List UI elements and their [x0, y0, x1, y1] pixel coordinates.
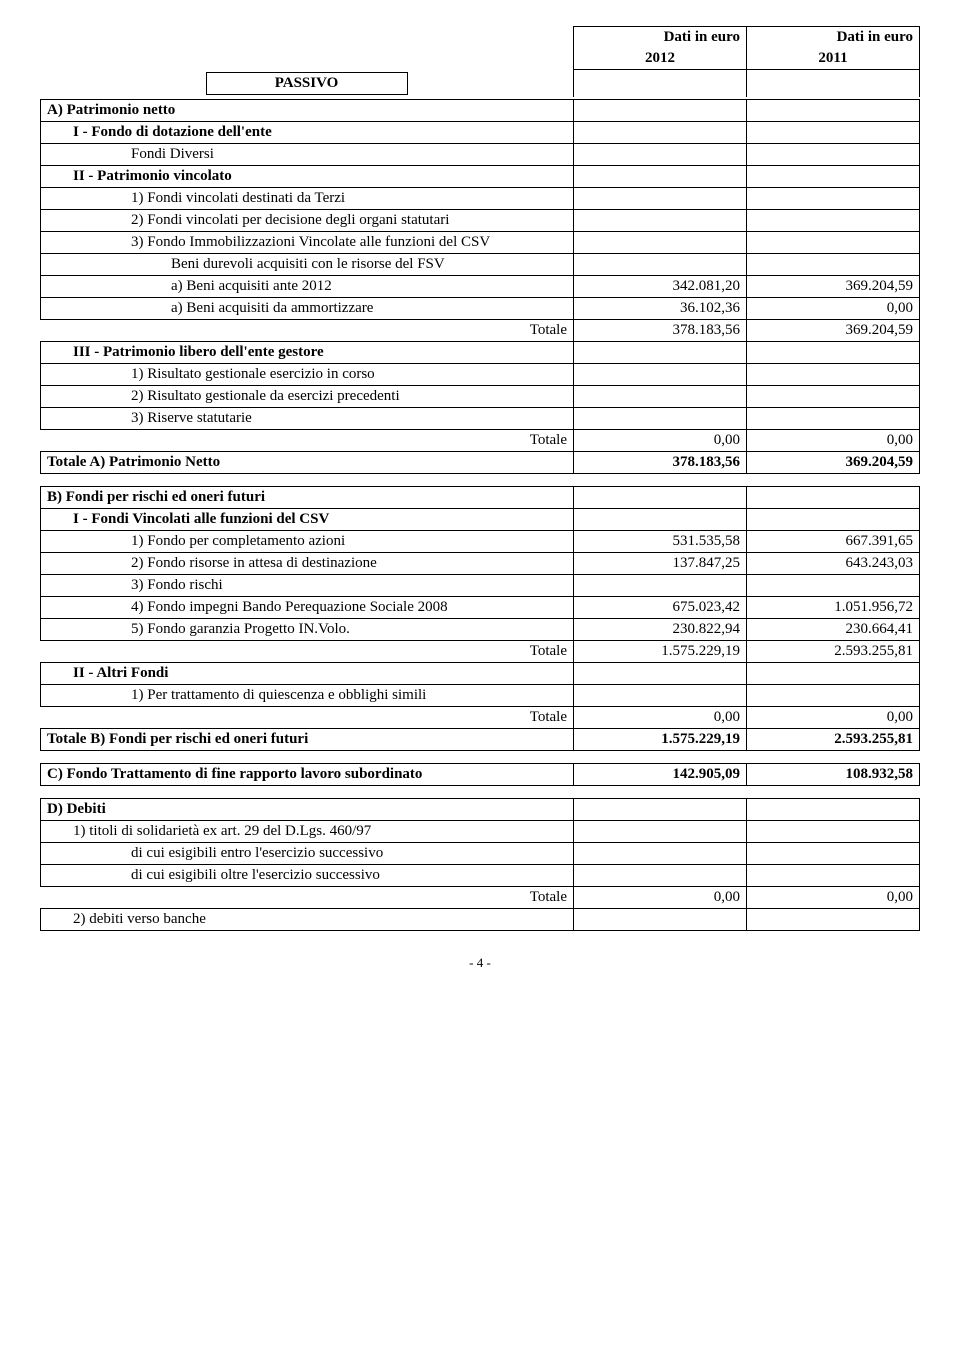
d-2: 2) debiti verso banche	[41, 908, 574, 930]
passivo-label: PASSIVO	[40, 70, 574, 97]
a-ii-1: 1) Fondi vincolati destinati da Terzi	[41, 187, 574, 209]
d-title: D) Debiti	[41, 798, 574, 820]
b-i-4-2011: 1.051.956,72	[747, 596, 920, 618]
a-ii-totale-2012: 378.183,56	[574, 319, 747, 341]
b-i-2-2012: 137.847,25	[574, 552, 747, 574]
a-ii-amm-2012: 36.102,36	[574, 297, 747, 319]
b-i-totale-label: Totale	[41, 640, 574, 662]
c-2012: 142.905,09	[574, 763, 747, 785]
b-ii-totale-label: Totale	[41, 706, 574, 728]
b-i-5-label: 5) Fondo garanzia Progetto IN.Volo.	[41, 618, 574, 640]
b-i-3-label: 3) Fondo rischi	[41, 574, 574, 596]
a-total-label: Totale A) Patrimonio Netto	[41, 451, 574, 473]
a-ii: II - Patrimonio vincolato	[41, 165, 574, 187]
col-header-2011-top: Dati in euro	[747, 27, 920, 49]
b-total-2011: 2.593.255,81	[747, 728, 920, 750]
b-ii-totale-2011: 0,00	[747, 706, 920, 728]
b-i-5-2012: 230.822,94	[574, 618, 747, 640]
section-b: B) Fondi per rischi ed oneri futuri I - …	[40, 486, 920, 751]
col-header-2011-year: 2011	[747, 48, 920, 70]
a-ii-totale-2011: 369.204,59	[747, 319, 920, 341]
b-i-1-2011: 667.391,65	[747, 530, 920, 552]
a-ii-2: 2) Fondi vincolati per decisione degli o…	[41, 209, 574, 231]
a-ii-amm-label: a) Beni acquisiti da ammortizzare	[41, 297, 574, 319]
b-ii: II - Altri Fondi	[41, 662, 574, 684]
a-fondi-diversi: Fondi Diversi	[41, 143, 574, 165]
d-1-totale-label: Totale	[41, 886, 574, 908]
a-iii-totale-2012: 0,00	[574, 429, 747, 451]
b-total-label: Totale B) Fondi per rischi ed oneri futu…	[41, 728, 574, 750]
b-ii-1: 1) Per trattamento di quiescenza e obbli…	[41, 684, 574, 706]
section-a: A) Patrimonio netto I - Fondo di dotazio…	[40, 99, 920, 474]
b-i: I - Fondi Vincolati alle funzioni del CS…	[41, 508, 574, 530]
a-title: A) Patrimonio netto	[41, 99, 574, 121]
a-iii-2: 2) Risultato gestionale da esercizi prec…	[41, 385, 574, 407]
b-title: B) Fondi per rischi ed oneri futuri	[41, 486, 574, 508]
a-iii-totale-2011: 0,00	[747, 429, 920, 451]
header-table: Dati in euro Dati in euro 2012 2011 PASS…	[40, 26, 920, 97]
d-1: 1) titoli di solidarietà ex art. 29 del …	[41, 820, 574, 842]
a-ii-totale-label: Totale	[41, 319, 574, 341]
a-total-2011: 369.204,59	[747, 451, 920, 473]
a-ii-beni: Beni durevoli acquisiti con le risorse d…	[41, 253, 574, 275]
c-2011: 108.932,58	[747, 763, 920, 785]
b-i-totale-2012: 1.575.229,19	[574, 640, 747, 662]
c-label: C) Fondo Trattamento di fine rapporto la…	[41, 763, 574, 785]
b-i-4-label: 4) Fondo impegni Bando Perequazione Soci…	[41, 596, 574, 618]
a-i: I - Fondo di dotazione dell'ente	[41, 121, 574, 143]
a-iii-3: 3) Riserve statutarie	[41, 407, 574, 429]
d-1-a: di cui esigibili entro l'esercizio succe…	[41, 842, 574, 864]
a-ii-ante-label: a) Beni acquisiti ante 2012	[41, 275, 574, 297]
a-iii: III - Patrimonio libero dell'ente gestor…	[41, 341, 574, 363]
a-ii-3: 3) Fondo Immobilizzazioni Vincolate alle…	[41, 231, 574, 253]
b-ii-totale-2012: 0,00	[574, 706, 747, 728]
b-i-4-2012: 675.023,42	[574, 596, 747, 618]
section-d: D) Debiti 1) titoli di solidarietà ex ar…	[40, 798, 920, 931]
a-iii-totale-label: Totale	[41, 429, 574, 451]
b-total-2012: 1.575.229,19	[574, 728, 747, 750]
a-ii-amm-2011: 0,00	[747, 297, 920, 319]
col-header-2012-year: 2012	[574, 48, 747, 70]
a-total-2012: 378.183,56	[574, 451, 747, 473]
a-ii-ante-2011: 369.204,59	[747, 275, 920, 297]
a-iii-1: 1) Risultato gestionale esercizio in cor…	[41, 363, 574, 385]
b-i-totale-2011: 2.593.255,81	[747, 640, 920, 662]
a-ii-ante-2012: 342.081,20	[574, 275, 747, 297]
d-1-totale-2011: 0,00	[747, 886, 920, 908]
b-i-1-label: 1) Fondo per completamento azioni	[41, 530, 574, 552]
d-1-b: di cui esigibili oltre l'esercizio succe…	[41, 864, 574, 886]
section-c: C) Fondo Trattamento di fine rapporto la…	[40, 763, 920, 786]
b-i-2-label: 2) Fondo risorse in attesa di destinazio…	[41, 552, 574, 574]
b-i-1-2012: 531.535,58	[574, 530, 747, 552]
b-i-2-2011: 643.243,03	[747, 552, 920, 574]
b-i-5-2011: 230.664,41	[747, 618, 920, 640]
page-number: - 4 -	[40, 955, 920, 971]
col-header-2012-top: Dati in euro	[574, 27, 747, 49]
d-1-totale-2012: 0,00	[574, 886, 747, 908]
